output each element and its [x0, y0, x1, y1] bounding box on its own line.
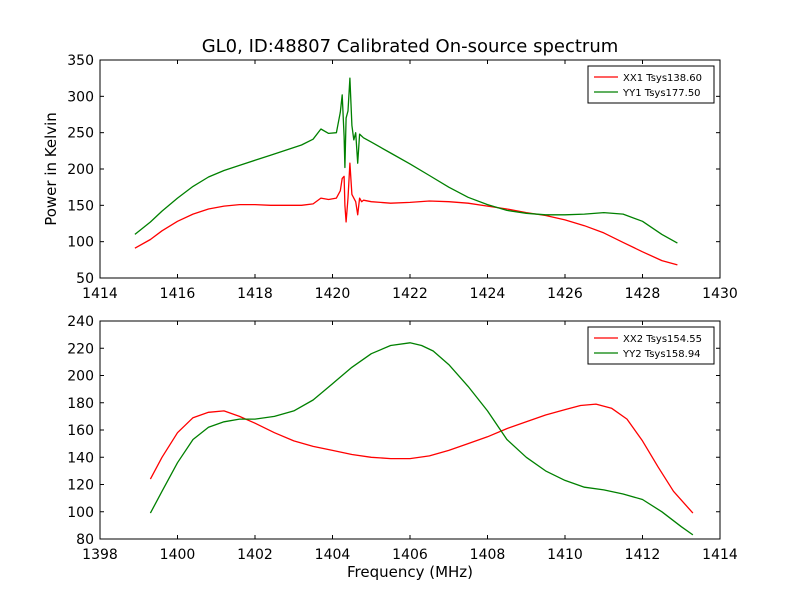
x-tick-label: 1408 [470, 547, 506, 563]
legend-box [587, 326, 715, 365]
y-tick-label: 50 [76, 271, 94, 287]
x-tick-label: 1414 [702, 547, 738, 563]
y-axis-label: Power in Kelvin [42, 112, 60, 226]
x-tick-label: 1402 [237, 547, 273, 563]
x-tick-label: 1422 [392, 286, 428, 302]
y-tick-label: 300 [67, 89, 94, 105]
y-tick-label: 350 [67, 53, 94, 69]
x-tick-label: 1410 [547, 547, 583, 563]
legend-label: YY1 Tsys177.50 [622, 88, 701, 99]
chart-title: GL0, ID:48807 Calibrated On-source spect… [202, 36, 619, 57]
x-tick-label: 1428 [625, 286, 661, 302]
x-tick-label: 1406 [392, 547, 428, 563]
x-tick-label: 1424 [470, 286, 506, 302]
y-tick-label: 140 [67, 450, 94, 466]
legend-label: XX2 Tsys154.55 [623, 334, 702, 345]
series-line-yy1 [134, 77, 678, 244]
x-tick-label: 1416 [160, 286, 196, 302]
x-tick-label: 1414 [82, 286, 118, 302]
y-tick-label: 120 [67, 478, 94, 494]
legend-label: YY2 Tsys158.94 [622, 349, 701, 360]
x-tick-label: 1412 [625, 547, 661, 563]
legend-label: XX1 Tsys138.60 [623, 73, 702, 84]
top-panel: 1414 1416 1418 1420 1422 1424 1426 1428 1430 50 10… [67, 53, 738, 302]
x-tick-label: 1404 [315, 547, 351, 563]
x-tick-label: 1418 [237, 286, 273, 302]
series-line-yy2 [149, 342, 694, 536]
x-tick-label: 1420 [315, 286, 351, 302]
x-tick-label: 1398 [82, 547, 118, 563]
y-tick-label: 80 [76, 532, 94, 548]
x-tick-label: 1430 [702, 286, 738, 302]
y-tick-label: 100 [67, 505, 94, 521]
y-tick-label: 180 [67, 396, 94, 412]
y-tick-label: 100 [67, 235, 94, 251]
x-tick-label: 1426 [547, 286, 583, 302]
y-tick-label: 150 [67, 198, 94, 214]
y-tick-label: 200 [67, 162, 94, 178]
y-tick-label: 240 [67, 314, 94, 330]
x-tick-label: 1400 [160, 547, 196, 563]
legend-box [587, 65, 715, 104]
y-tick-label: 160 [67, 423, 94, 439]
y-tick-label: 220 [67, 341, 94, 357]
x-axis-label: Frequency (MHz) [347, 563, 473, 581]
y-tick-label: 200 [67, 369, 94, 385]
bottom-panel: 1398 1400 1402 1404 1406 1408 1410 1412 1414 80 10… [67, 314, 738, 563]
series-line-xx2 [149, 403, 694, 514]
y-tick-label: 250 [67, 126, 94, 142]
